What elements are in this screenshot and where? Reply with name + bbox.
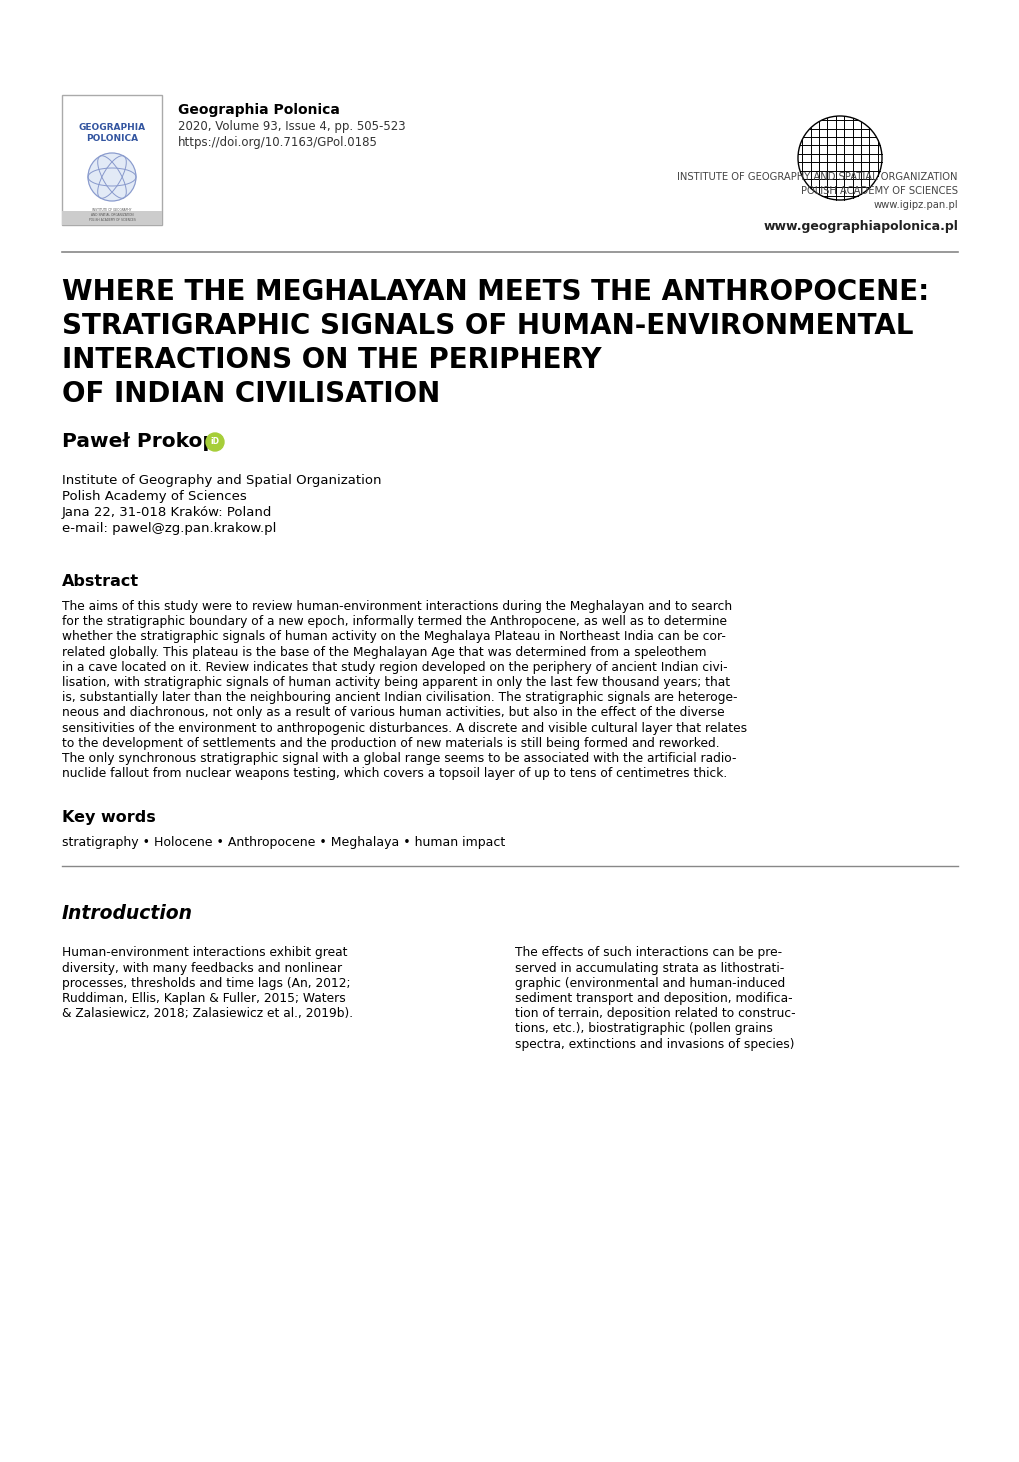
Text: graphic (environmental and human-induced: graphic (environmental and human-induced xyxy=(515,977,785,990)
Text: stratigraphy • Holocene • Anthropocene • Meghalaya • human impact: stratigraphy • Holocene • Anthropocene •… xyxy=(62,836,504,849)
Text: & Zalasiewicz, 2018; Zalasiewicz et al., 2019b).: & Zalasiewicz, 2018; Zalasiewicz et al.,… xyxy=(62,1007,353,1020)
Text: WHERE THE MEGHALAYAN MEETS THE ANTHROPOCENE:: WHERE THE MEGHALAYAN MEETS THE ANTHROPOC… xyxy=(62,278,928,306)
Text: iD: iD xyxy=(210,437,219,446)
Text: INSTITUTE OF GEOGRAPHY AND SPATIAL ORGANIZATION: INSTITUTE OF GEOGRAPHY AND SPATIAL ORGAN… xyxy=(677,173,957,181)
Text: sediment transport and deposition, modifica-: sediment transport and deposition, modif… xyxy=(515,993,792,1004)
Text: Institute of Geography and Spatial Organization: Institute of Geography and Spatial Organ… xyxy=(62,474,381,487)
Text: 2020, Volume 93, Issue 4, pp. 505-523: 2020, Volume 93, Issue 4, pp. 505-523 xyxy=(178,120,406,133)
Text: neous and diachronous, not only as a result of various human activities, but als: neous and diachronous, not only as a res… xyxy=(62,706,723,719)
Circle shape xyxy=(797,115,881,200)
Text: in a cave located on it. Review indicates that study region developed on the per: in a cave located on it. Review indicate… xyxy=(62,661,727,674)
Text: The aims of this study were to review human-environment interactions during the : The aims of this study were to review hu… xyxy=(62,599,732,613)
Text: Abstract: Abstract xyxy=(62,575,139,589)
Text: GEOGRAPHIA
POLONICA: GEOGRAPHIA POLONICA xyxy=(78,123,146,143)
Text: POLISH ACADEMY OF SCIENCES: POLISH ACADEMY OF SCIENCES xyxy=(800,186,957,196)
Text: nuclide fallout from nuclear weapons testing, which covers a topsoil layer of up: nuclide fallout from nuclear weapons tes… xyxy=(62,768,727,781)
Text: STRATIGRAPHIC SIGNALS OF HUMAN-ENVIRONMENTAL: STRATIGRAPHIC SIGNALS OF HUMAN-ENVIRONME… xyxy=(62,311,913,341)
Text: is, substantially later than the neighbouring ancient Indian civilisation. The s: is, substantially later than the neighbo… xyxy=(62,692,737,705)
Text: The only synchronous stratigraphic signal with a global range seems to be associ: The only synchronous stratigraphic signa… xyxy=(62,751,736,765)
Text: diversity, with many feedbacks and nonlinear: diversity, with many feedbacks and nonli… xyxy=(62,962,341,975)
Text: served in accumulating strata as lithostrati-: served in accumulating strata as lithost… xyxy=(515,962,784,975)
Bar xyxy=(62,211,162,225)
Circle shape xyxy=(88,154,136,200)
Text: spectra, extinctions and invasions of species): spectra, extinctions and invasions of sp… xyxy=(515,1038,794,1051)
Text: whether the stratigraphic signals of human activity on the Meghalaya Plateau in : whether the stratigraphic signals of hum… xyxy=(62,630,726,643)
Text: Jana 22, 31-018 Kraków: Poland: Jana 22, 31-018 Kraków: Poland xyxy=(62,506,272,519)
Text: Key words: Key words xyxy=(62,810,156,826)
Text: Paweł Prokop: Paweł Prokop xyxy=(62,431,217,450)
Text: Ruddiman, Ellis, Kaplan & Fuller, 2015; Waters: Ruddiman, Ellis, Kaplan & Fuller, 2015; … xyxy=(62,993,345,1004)
Text: www.igipz.pan.pl: www.igipz.pan.pl xyxy=(872,200,957,211)
Text: for the stratigraphic boundary of a new epoch, informally termed the Anthropocen: for the stratigraphic boundary of a new … xyxy=(62,616,727,629)
Bar xyxy=(62,95,162,225)
Text: Human-environment interactions exhibit great: Human-environment interactions exhibit g… xyxy=(62,946,347,959)
Text: lisation, with stratigraphic signals of human activity being apparent in only th: lisation, with stratigraphic signals of … xyxy=(62,675,730,689)
Text: sensitivities of the environment to anthropogenic disturbances. A discrete and v: sensitivities of the environment to anth… xyxy=(62,722,746,734)
Text: Introduction: Introduction xyxy=(62,905,193,924)
Text: The effects of such interactions can be pre-: The effects of such interactions can be … xyxy=(515,946,782,959)
Text: processes, thresholds and time lags (An, 2012;: processes, thresholds and time lags (An,… xyxy=(62,977,351,990)
Text: INSTITUTE OF GEOGRAPHY
AND SPATIAL ORGANIZATION
POLISH ACADEMY OF SCIENCES: INSTITUTE OF GEOGRAPHY AND SPATIAL ORGAN… xyxy=(89,209,136,222)
Text: related globally. This plateau is the base of the Meghalayan Age that was determ: related globally. This plateau is the ba… xyxy=(62,646,706,658)
Text: OF INDIAN CIVILISATION: OF INDIAN CIVILISATION xyxy=(62,380,440,408)
Text: tion of terrain, deposition related to construc-: tion of terrain, deposition related to c… xyxy=(515,1007,795,1020)
Circle shape xyxy=(206,433,224,450)
Text: www.geographiapolonica.pl: www.geographiapolonica.pl xyxy=(762,219,957,232)
Text: Geographia Polonica: Geographia Polonica xyxy=(178,102,339,117)
Text: https://doi.org/10.7163/GPol.0185: https://doi.org/10.7163/GPol.0185 xyxy=(178,136,377,149)
Text: INTERACTIONS ON THE PERIPHERY: INTERACTIONS ON THE PERIPHERY xyxy=(62,346,601,374)
Text: tions, etc.), biostratigraphic (pollen grains: tions, etc.), biostratigraphic (pollen g… xyxy=(515,1022,772,1035)
Text: Polish Academy of Sciences: Polish Academy of Sciences xyxy=(62,490,247,503)
Text: to the development of settlements and the production of new materials is still b: to the development of settlements and th… xyxy=(62,737,719,750)
Text: e-mail: pawel@zg.pan.krakow.pl: e-mail: pawel@zg.pan.krakow.pl xyxy=(62,522,276,535)
